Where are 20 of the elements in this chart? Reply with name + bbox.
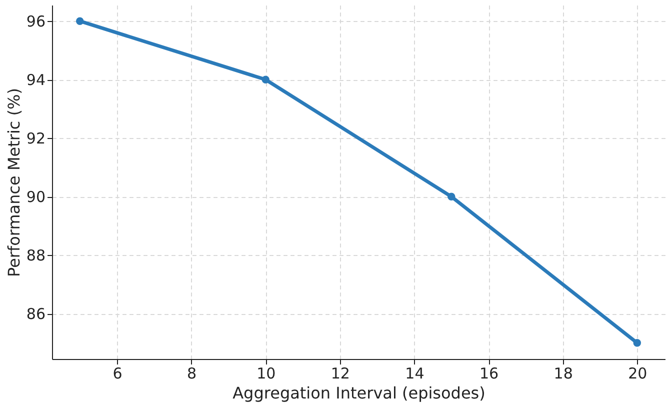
y-tick-label: 94 [26, 71, 46, 90]
x-tick-label: 20 [628, 364, 648, 382]
y-tick-label: 86 [26, 305, 46, 324]
x-tick-label: 10 [256, 364, 276, 382]
y-axis-title: Performance Metric (%) [4, 88, 24, 277]
x-tick-label: 12 [330, 364, 350, 382]
x-tick-label: 6 [112, 364, 122, 382]
y-tick-label: 96 [26, 12, 46, 31]
x-tick-label: 8 [187, 364, 197, 382]
y-tick-label: 90 [26, 188, 46, 206]
point [76, 17, 84, 25]
x-tick-label: 14 [405, 364, 424, 382]
point [448, 192, 456, 200]
x-tick-label: 16 [479, 364, 499, 382]
y-tick-label: 92 [26, 130, 46, 148]
point [262, 76, 270, 84]
y-tick-label: 88 [26, 246, 46, 265]
point [633, 339, 642, 347]
x-tick-label: 18 [554, 364, 573, 382]
x-axis-title: Aggregation Interval (episodes) [232, 384, 486, 402]
